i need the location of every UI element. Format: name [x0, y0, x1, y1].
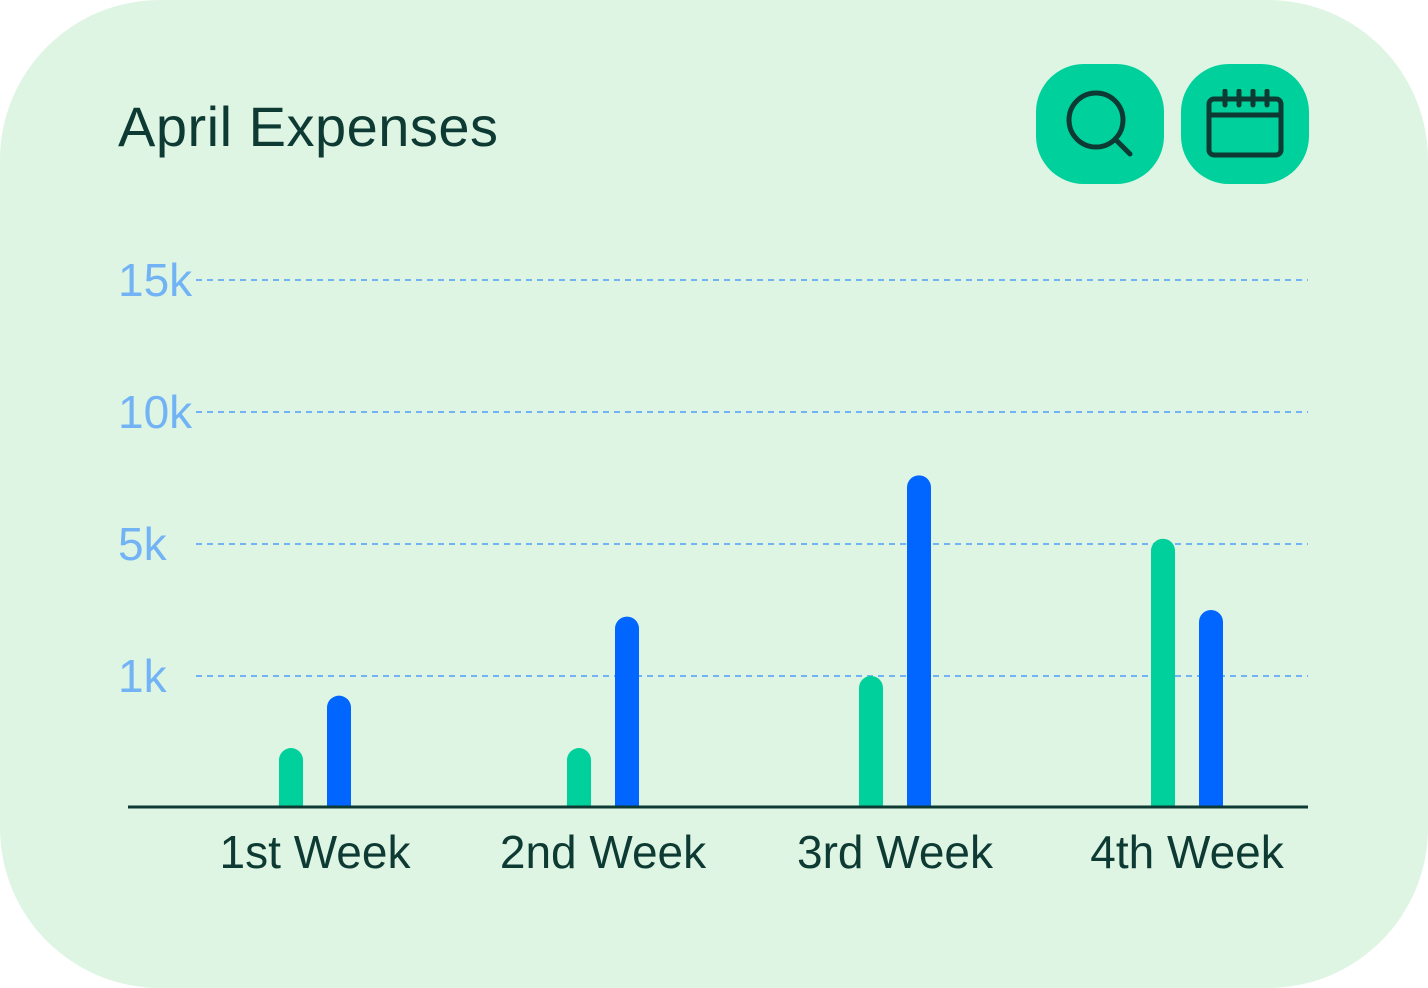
- bar-4th-week-series-1: [1151, 538, 1175, 807]
- y-tick-label: 1k: [118, 650, 168, 702]
- bar-4th-week-series-2: [1199, 610, 1223, 807]
- x-tick-label: 4th Week: [1090, 826, 1284, 878]
- calendar-button[interactable]: [1181, 64, 1309, 184]
- y-tick-label: 15k: [118, 254, 193, 306]
- y-axis-ticks: 1k 5k 10k 15k: [118, 254, 193, 702]
- x-axis-labels: 1st Week 2nd Week 3rd Week 4th Week: [220, 826, 1285, 878]
- card-title: April Expenses: [118, 95, 499, 158]
- bar-1st-week-series-2: [327, 695, 351, 807]
- y-tick-label: 5k: [118, 518, 168, 570]
- bar-2nd-week-series-2: [615, 616, 639, 807]
- calendar-icon: [1206, 89, 1284, 158]
- x-tick-label: 3rd Week: [797, 826, 994, 878]
- gridlines: [196, 279, 1308, 677]
- x-tick-label: 1st Week: [220, 826, 412, 878]
- y-tick-label: 10k: [118, 386, 193, 438]
- bar-3rd-week-series-1: [859, 676, 883, 807]
- bar-3rd-week-series-2: [907, 475, 931, 807]
- search-button[interactable]: [1036, 64, 1164, 184]
- bars: [279, 475, 1223, 807]
- bar-1st-week-series-1: [279, 748, 303, 807]
- x-tick-label: 2nd Week: [500, 826, 707, 878]
- search-icon: [1066, 90, 1133, 157]
- bar-2nd-week-series-1: [567, 748, 591, 807]
